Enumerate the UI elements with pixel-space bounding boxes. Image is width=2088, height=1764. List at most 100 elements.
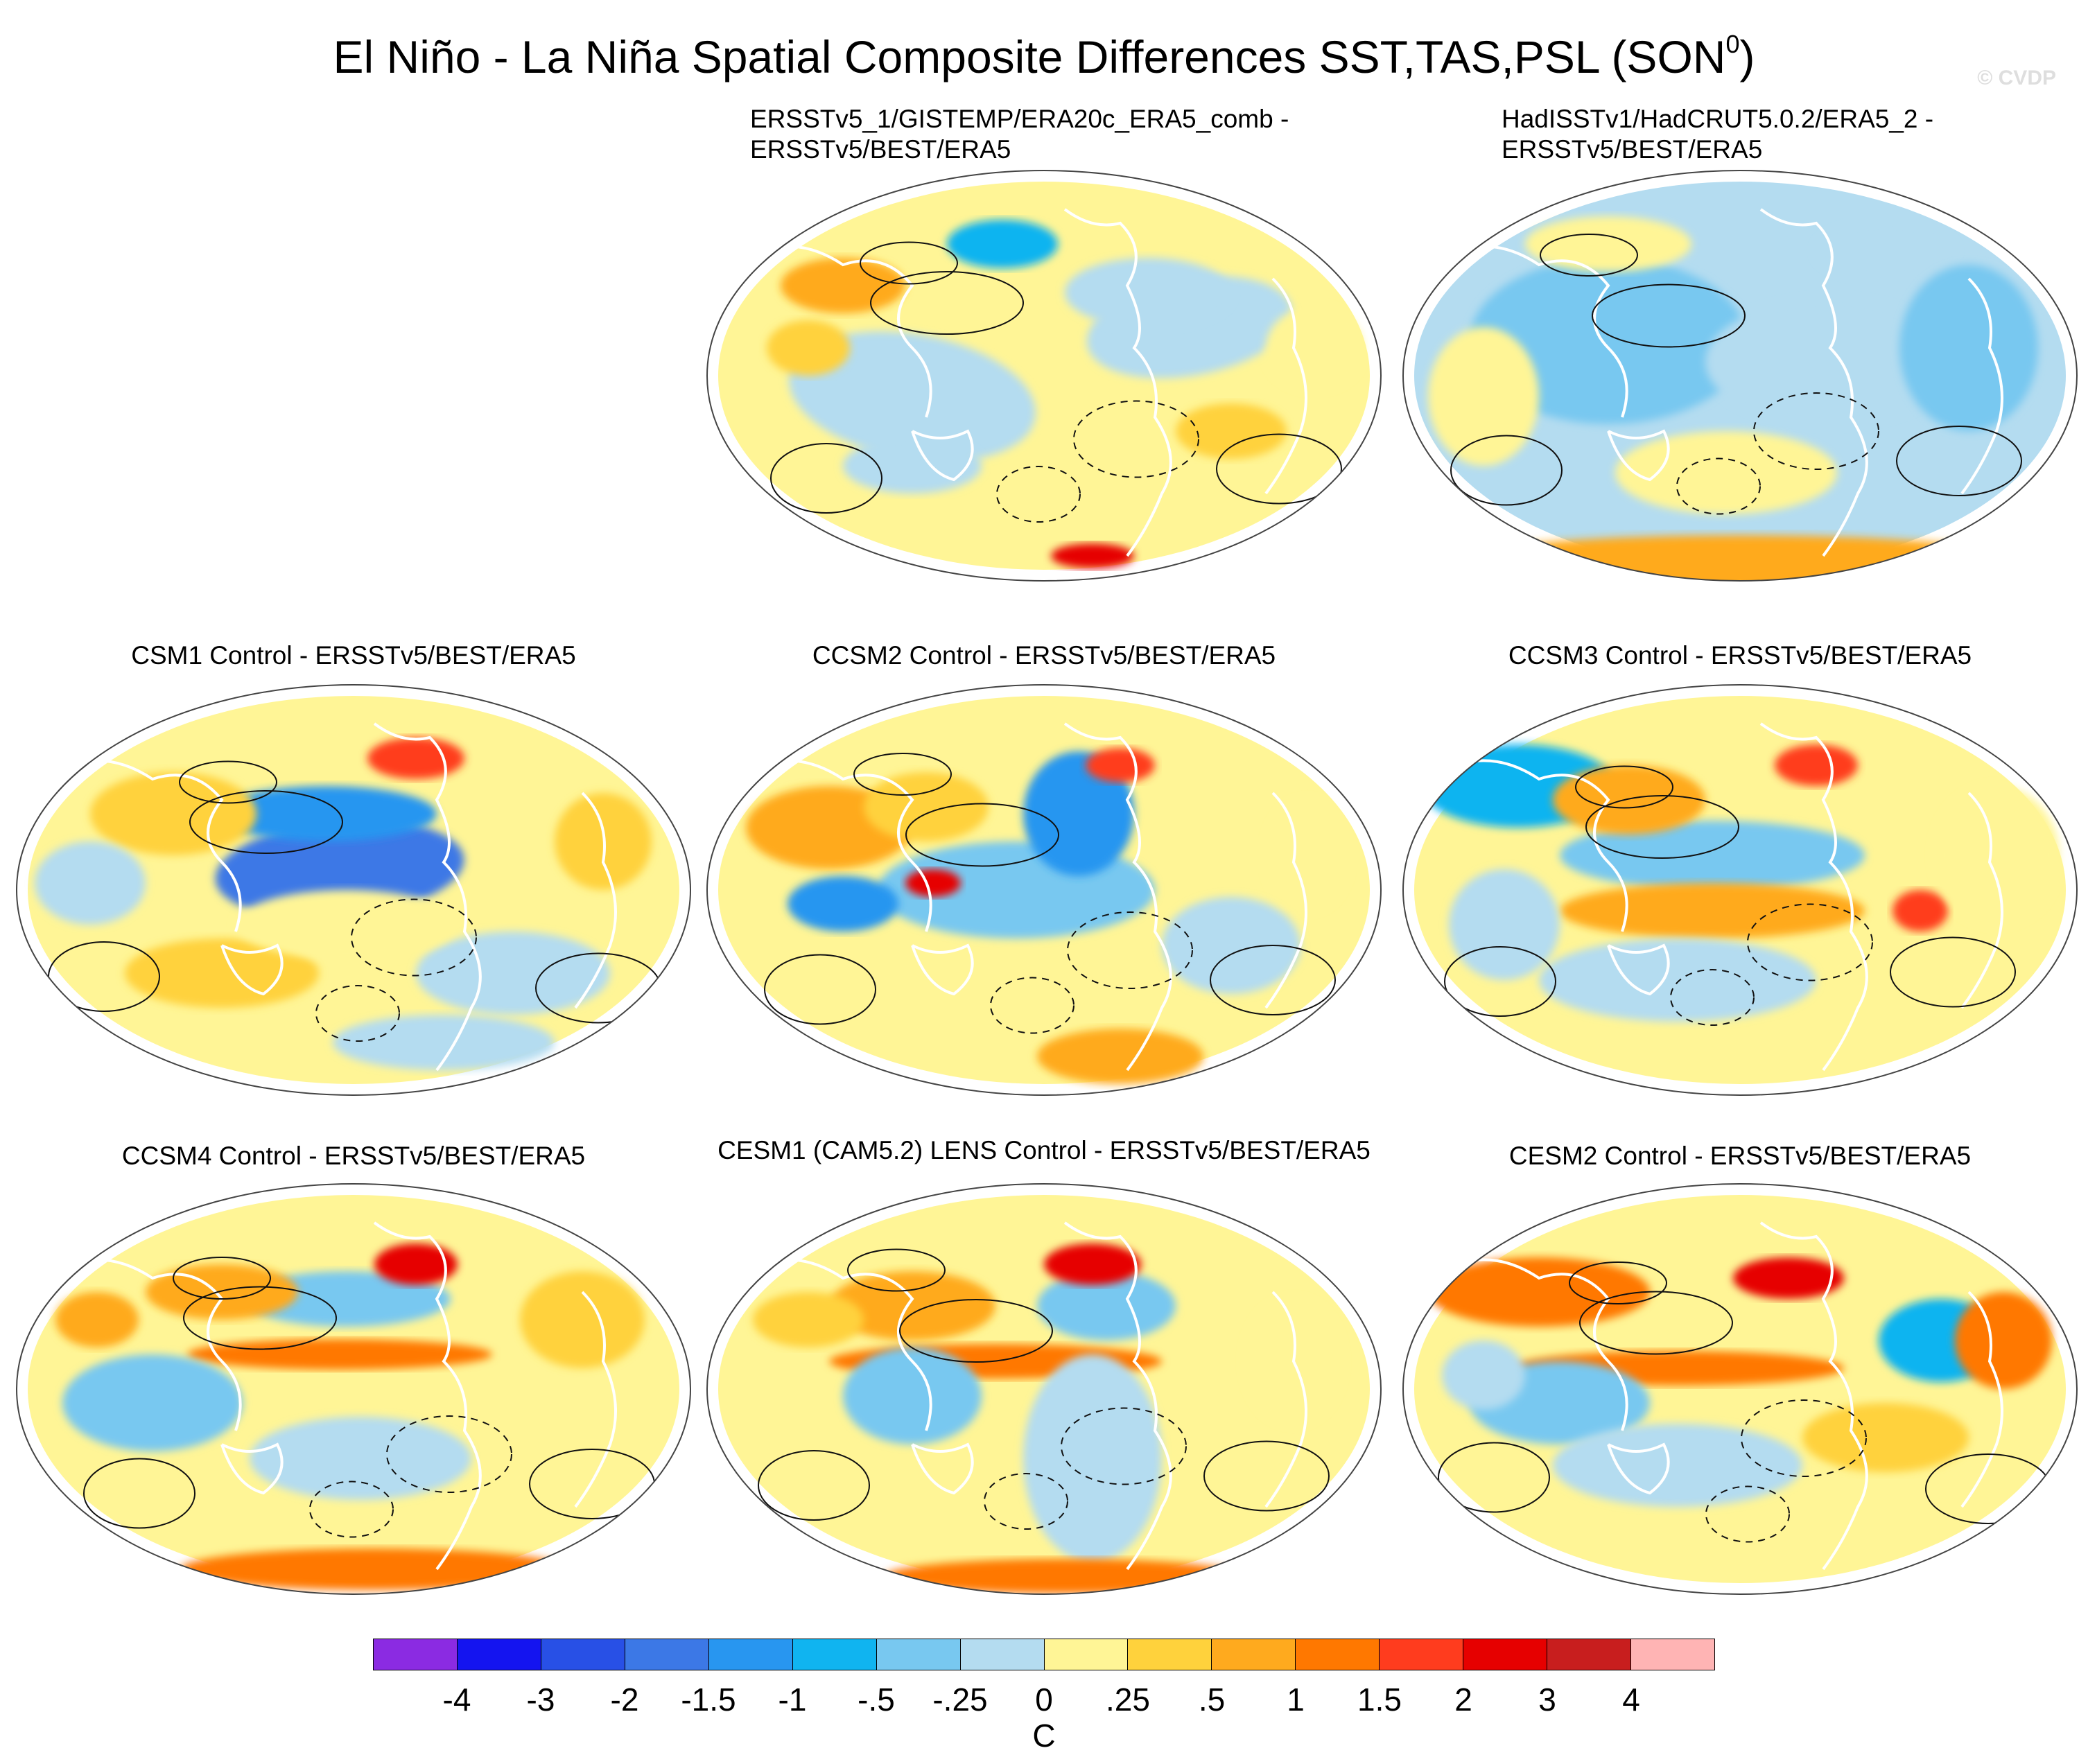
- panel-title-line1: ERSSTv5_1/GISTEMP/ERA20c_ERA5_comb -: [750, 105, 1289, 133]
- anomaly-region: [905, 869, 961, 897]
- psl-contour-negative: [309, 1481, 394, 1538]
- anomaly-region: [1023, 1354, 1162, 1562]
- psl-contour-negative: [1705, 1485, 1790, 1543]
- panel-title-cesm2: CESM2 Control - ERSSTv5/BEST/ERA5: [1508, 1142, 1972, 1170]
- map-canvas: [706, 1183, 1382, 1595]
- map-canvas: [1402, 170, 2078, 582]
- anomaly-region: [1560, 821, 1865, 890]
- psl-contour-negative: [351, 898, 477, 977]
- colorbar-tick-label: 0: [1035, 1682, 1053, 1718]
- panel-title-line1: HadISSTv1/HadCRUT5.0.2/ERA5_2 -: [1502, 105, 1934, 133]
- anomaly-region: [35, 841, 146, 925]
- psl-contour-positive: [853, 753, 952, 796]
- psl-contour-positive: [173, 1257, 271, 1300]
- colorbar-tick-label: -.5: [858, 1682, 895, 1718]
- psl-contour-positive: [1210, 945, 1336, 1015]
- colorbar-swatch: [625, 1639, 709, 1670]
- anomaly-region: [885, 1559, 1245, 1593]
- coastline: [1063, 722, 1172, 1072]
- coastline: [1264, 277, 1307, 495]
- anomaly-field: [718, 696, 1370, 1084]
- psl-contour-positive: [189, 790, 343, 854]
- anomaly-region: [1802, 1403, 1969, 1472]
- panel-title-line2: ERSSTv5/BEST/ERA5: [750, 135, 1011, 164]
- coastline: [911, 429, 974, 482]
- anomaly-region: [55, 1292, 139, 1347]
- coastline: [373, 1221, 482, 1571]
- map-canvas: [706, 684, 1382, 1096]
- psl-contour-positive: [860, 241, 958, 285]
- map-border: [1402, 684, 2078, 1096]
- psl-contour-positive: [1890, 936, 2016, 1008]
- coastline: [574, 1291, 617, 1508]
- colorbar-tick-label: -1: [778, 1682, 807, 1718]
- psl-contour-positive: [1216, 433, 1342, 505]
- anomaly-region: [1428, 1257, 1650, 1327]
- anomaly-region: [1733, 1257, 1844, 1299]
- anomaly-field: [718, 182, 1370, 570]
- panel-title-ccsm4: CCSM4 Control - ERSSTv5/BEST/ERA5: [121, 1142, 586, 1170]
- coastline: [1455, 759, 1628, 932]
- map-canvas: [706, 170, 1382, 582]
- anomaly-region: [1775, 744, 1858, 786]
- cvdp-watermark: © CVDP: [1977, 67, 2056, 89]
- colorbar-tick-label: -.25: [932, 1682, 988, 1718]
- psl-contour-positive: [1438, 1442, 1550, 1513]
- coastline: [1063, 1221, 1172, 1571]
- colorbar-swatch: [1547, 1639, 1632, 1670]
- psl-contour-positive: [905, 803, 1059, 867]
- anomaly-region: [1176, 403, 1287, 459]
- panel-title-obs2: HadISSTv1/HadCRUT5.0.2/ERA5_2 - ERSSTv5/…: [1502, 104, 1933, 165]
- anomaly-region: [843, 438, 982, 494]
- psl-contour-negative: [386, 1415, 512, 1493]
- psl-contour-positive: [83, 1458, 195, 1529]
- colorbar: [373, 1639, 1715, 1670]
- map-canvas: [1402, 684, 2078, 1096]
- coastline: [1607, 429, 1670, 482]
- psl-contour-negative: [1670, 969, 1755, 1026]
- map-border: [706, 1183, 1382, 1595]
- anomaly-region: [1934, 786, 2059, 925]
- colorbar-swatch: [960, 1639, 1045, 1670]
- colorbar-swatch: [1128, 1639, 1212, 1670]
- anomaly-region: [1449, 869, 1560, 980]
- coastline: [574, 792, 617, 1009]
- anomaly-region: [947, 220, 1058, 268]
- anomaly-field: [718, 1195, 1370, 1593]
- coastline: [220, 1442, 284, 1495]
- colorbar-tick-label: 1.5: [1357, 1682, 1402, 1718]
- coastline: [1455, 245, 1628, 418]
- psl-contour-positive: [770, 443, 882, 514]
- anomaly-region: [236, 890, 458, 959]
- map-border: [706, 684, 1382, 1096]
- colorbar-swatch: [1631, 1639, 1714, 1670]
- coastline: [1607, 943, 1670, 996]
- coastline: [1264, 792, 1307, 1009]
- colorbar-swatch: [1380, 1639, 1464, 1670]
- anomaly-region: [789, 331, 1036, 462]
- map-border: [706, 170, 1382, 582]
- colorbar-swatch: [374, 1639, 458, 1670]
- colorbar-swatch: [457, 1639, 541, 1670]
- panel-title-cesm1: CESM1 (CAM5.2) LENS Control - ERSSTv5/BE…: [717, 1136, 1371, 1164]
- map-cesm1: [704, 1181, 1384, 1597]
- anomaly-region: [1816, 223, 1955, 279]
- anomaly-region: [1539, 938, 1816, 1022]
- psl-contour-positive: [1540, 234, 1638, 277]
- colorbar-swatch: [1044, 1639, 1129, 1670]
- colorbar-swatch: [1463, 1639, 1548, 1670]
- map-canvas: [1402, 1183, 2078, 1595]
- anomaly-region: [215, 819, 464, 919]
- colorbar-units-text: C: [1032, 1718, 1056, 1754]
- colorbar-tick-label: 1: [1287, 1682, 1305, 1718]
- anomaly-field: [28, 1195, 679, 1590]
- anomaly-region: [1266, 800, 1349, 911]
- colorbar-tick-label: -4: [442, 1682, 471, 1718]
- anomaly-region: [753, 1292, 864, 1347]
- map-ccsm3: [1400, 682, 2080, 1098]
- psl-contour-negative: [1753, 392, 1879, 470]
- anomaly-region: [1266, 306, 1363, 390]
- coastline: [220, 943, 284, 996]
- psl-contour-negative: [1061, 1407, 1187, 1485]
- anomaly-region: [1044, 1243, 1141, 1285]
